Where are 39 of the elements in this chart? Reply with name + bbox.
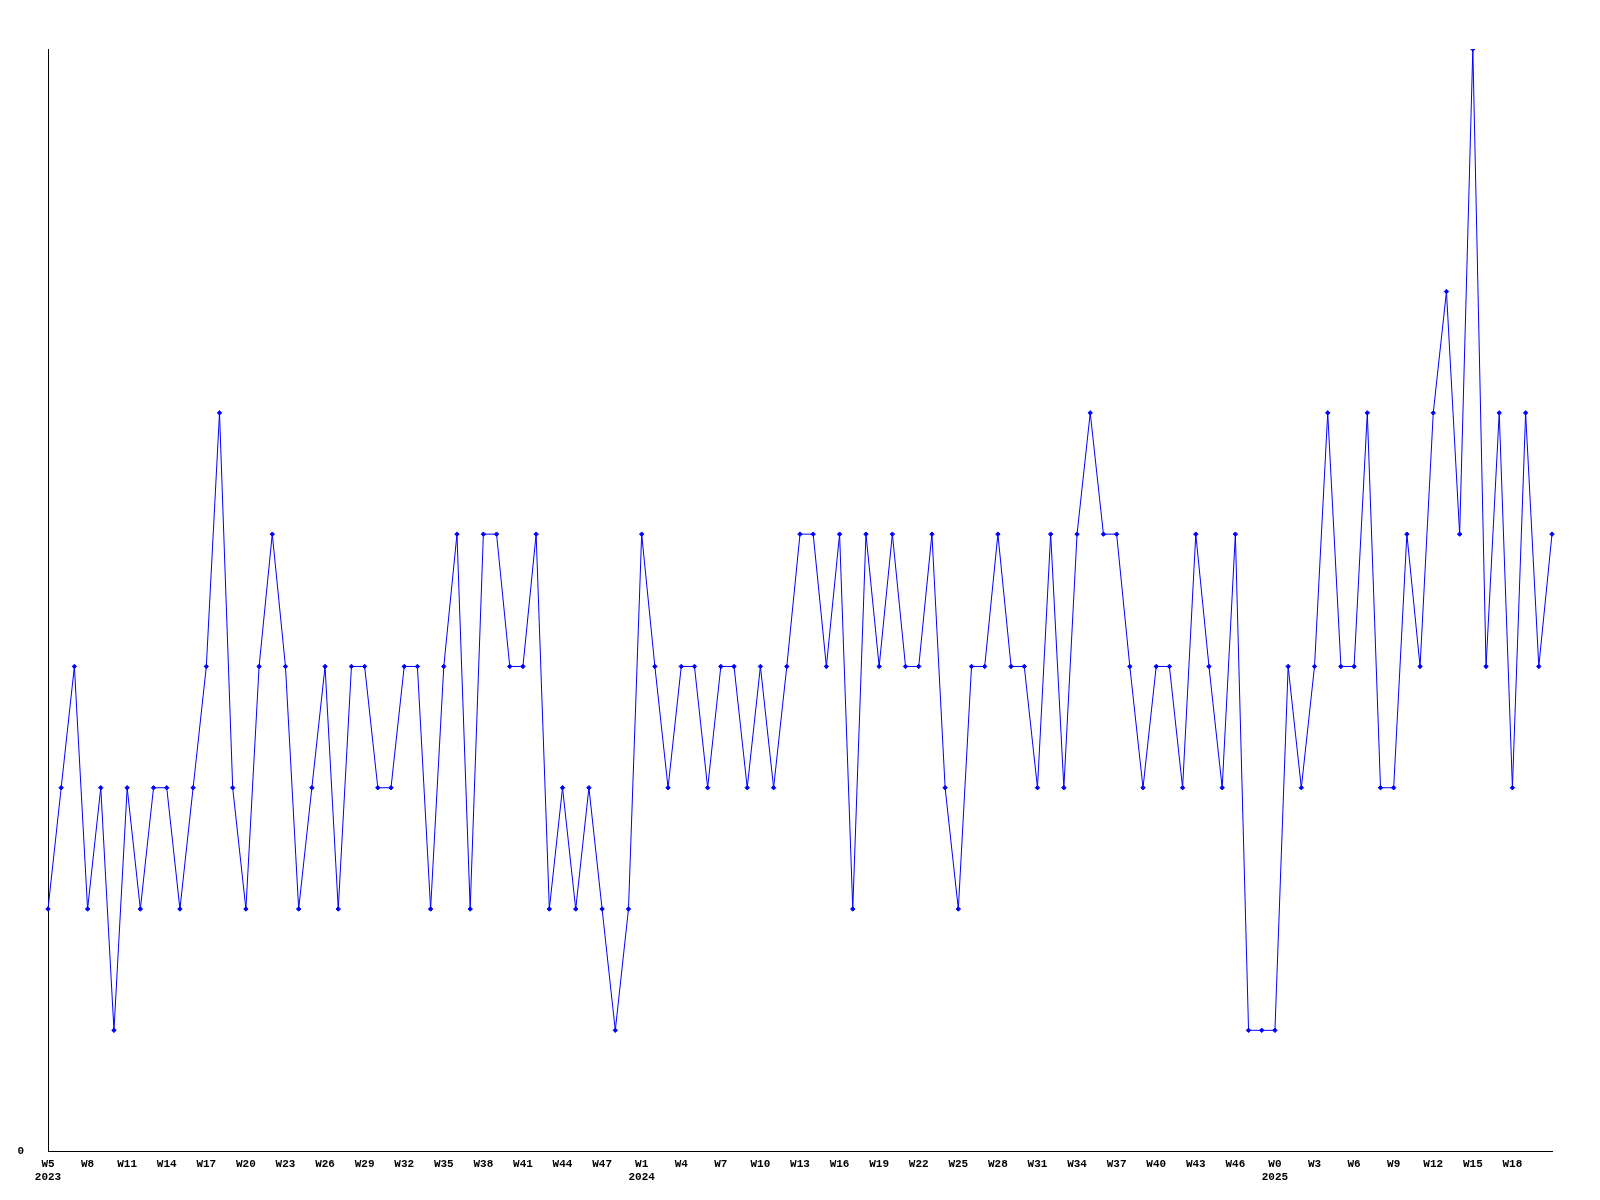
x-tick-label: W22: [908, 1157, 929, 1170]
x-tick-label: W6: [1347, 1157, 1361, 1170]
x-tick-label: W4: [674, 1157, 689, 1170]
x-tick-label: W20: [235, 1157, 256, 1170]
x-tick-label: W0 2025: [1261, 1157, 1289, 1184]
x-tick-label: W47: [592, 1157, 613, 1170]
x-tick-label: W8: [80, 1157, 95, 1170]
x-tick-label: W28: [987, 1157, 1009, 1170]
x-tick-label: W43: [1185, 1157, 1207, 1170]
x-tick-label: W16: [829, 1157, 850, 1170]
x-tick-label: W38: [473, 1157, 494, 1170]
x-tick-label: W11: [117, 1157, 138, 1170]
x-tick-label: W40: [1146, 1157, 1167, 1170]
x-tick-label: W14: [156, 1157, 178, 1170]
x-tick-label: W44: [552, 1157, 573, 1170]
x-tick-label: W41: [513, 1157, 534, 1170]
x-tick-label: W19: [869, 1157, 890, 1170]
x-tick-label: W18: [1502, 1157, 1523, 1170]
x-tick-label: W17: [196, 1157, 217, 1170]
x-tick-label: W9: [1387, 1157, 1401, 1170]
x-tick-label: W46: [1225, 1157, 1246, 1170]
x-tick-label: W13: [790, 1157, 811, 1170]
x-tick-label: W35: [433, 1157, 455, 1170]
x-tick-label: W3: [1307, 1157, 1322, 1170]
x-tick-label: W12: [1423, 1157, 1444, 1170]
x-tick-label: W31: [1027, 1157, 1048, 1170]
x-tick-label: W32: [394, 1157, 415, 1170]
x-tick-label: W26: [315, 1157, 335, 1170]
x-tick-label: W1 2024: [628, 1157, 656, 1184]
x-tick-label: W23: [275, 1157, 296, 1170]
x-tick-label: W25: [948, 1157, 969, 1170]
x-tick-label: W10: [750, 1157, 771, 1170]
text: 0: [17, 1145, 24, 1158]
x-tick-label: W7: [714, 1157, 728, 1170]
x-tick-label: W29: [354, 1157, 375, 1170]
x-tick-label: W5 2023: [34, 1157, 62, 1184]
x-tick-label: W15: [1462, 1157, 1484, 1170]
x-tick-label: W37: [1106, 1157, 1127, 1170]
x-tick-label: W34: [1067, 1157, 1088, 1170]
